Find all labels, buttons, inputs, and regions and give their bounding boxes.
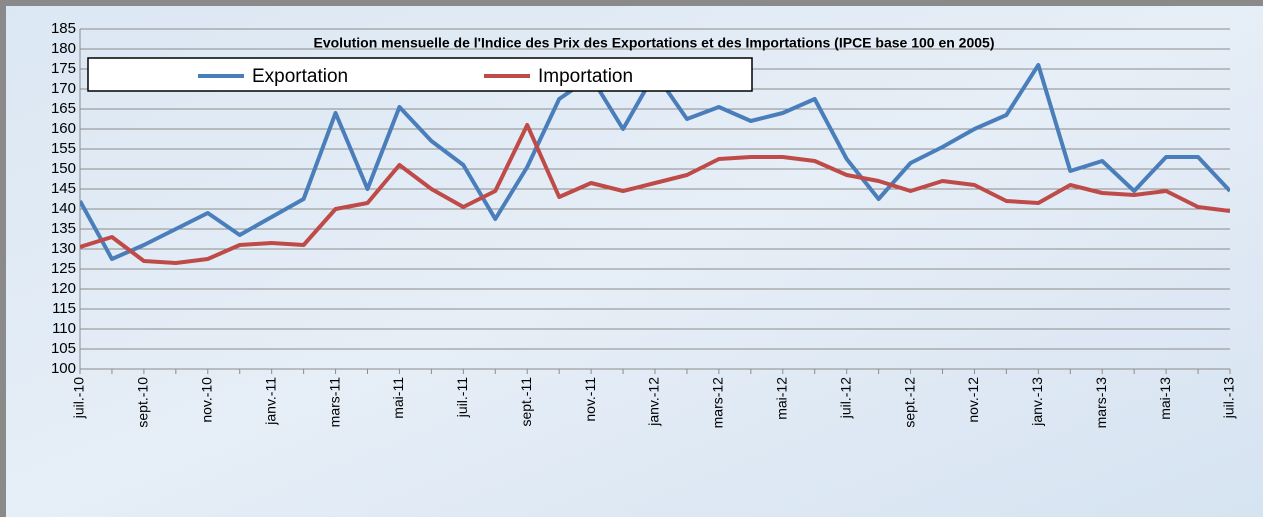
- x-tick-label: mai-11: [390, 377, 406, 419]
- y-tick-label: 180: [51, 40, 76, 57]
- y-tick-label: 115: [52, 300, 76, 317]
- y-tick-label: 170: [51, 80, 76, 97]
- legend-label: Importation: [538, 66, 633, 87]
- x-tick-label: mars-12: [710, 377, 726, 429]
- x-tick-label: nov.-11: [582, 377, 598, 422]
- x-tick-label: juil.-12: [837, 377, 853, 419]
- y-tick-label: 105: [51, 340, 76, 357]
- x-tick-label: sept.-10: [135, 377, 151, 428]
- x-tick-label: nov.-12: [965, 377, 981, 423]
- y-tick-label: 155: [51, 140, 76, 157]
- legend-label: Exportation: [252, 66, 348, 87]
- x-tick-label: juil.-11: [454, 377, 470, 418]
- y-tick-label: 185: [51, 20, 76, 37]
- y-tick-label: 145: [51, 180, 76, 197]
- x-tick-label: sept.-12: [901, 377, 917, 428]
- x-tick-label: janv.-12: [646, 377, 662, 427]
- frame-left: [0, 0, 6, 517]
- y-tick-label: 130: [51, 240, 76, 257]
- x-tick-label: janv.-13: [1029, 377, 1045, 427]
- x-tick-label: mai-12: [773, 377, 789, 420]
- y-tick-label: 135: [51, 220, 76, 237]
- x-tick-label: juil.-10: [71, 377, 87, 419]
- y-tick-label: 165: [51, 100, 76, 117]
- x-tick-label: mars-11: [326, 377, 342, 428]
- y-tick-label: 110: [52, 320, 76, 337]
- y-tick-label: 100: [51, 360, 76, 377]
- frame-top: [0, 0, 1263, 6]
- legend: [87, 57, 753, 92]
- series-line: [80, 123, 1230, 265]
- y-tick-label: 175: [51, 60, 76, 77]
- x-tick-label: mai-13: [1157, 377, 1173, 420]
- y-tick-label: 125: [51, 260, 76, 277]
- x-tick-label: nov.-10: [198, 377, 214, 423]
- y-tick-label: 150: [51, 160, 76, 177]
- y-tick-label: 160: [51, 120, 76, 137]
- y-tick-label: 140: [51, 200, 76, 217]
- x-tick-label: janv.-11: [262, 377, 278, 426]
- x-tick-label: mars-13: [1093, 377, 1109, 429]
- x-tick-label: juil.-13: [1221, 377, 1237, 419]
- y-tick-label: 120: [51, 280, 76, 297]
- chart-title: Evolution mensuelle de l'Indice des Prix…: [314, 35, 995, 51]
- x-tick-label: sept.-11: [518, 377, 534, 427]
